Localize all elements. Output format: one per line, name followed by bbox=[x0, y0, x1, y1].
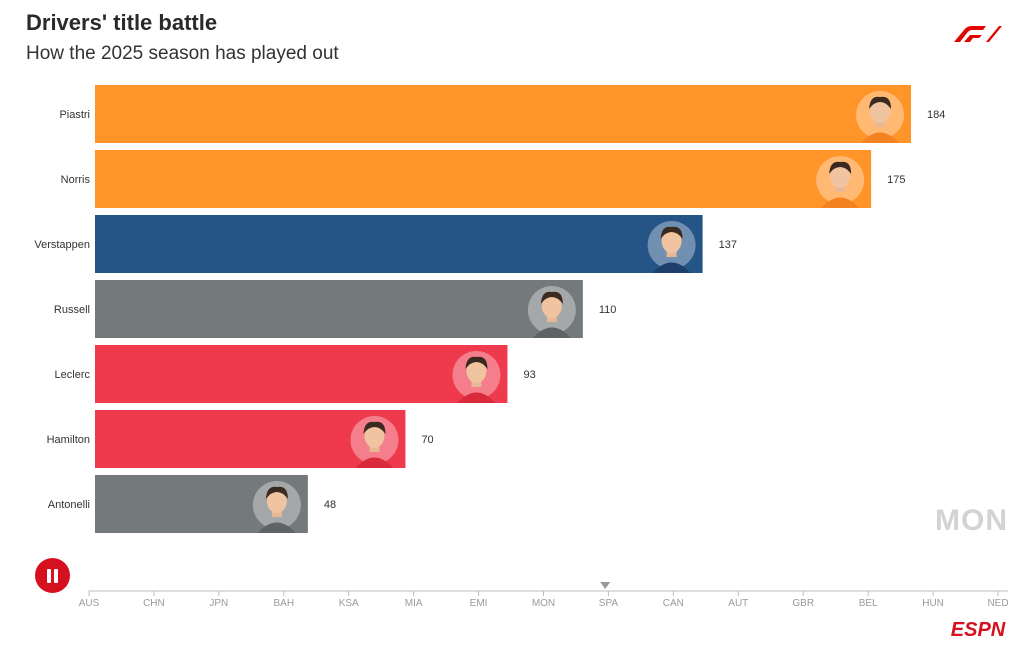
driver-label: Hamilton bbox=[47, 434, 90, 446]
value-label: 137 bbox=[719, 239, 737, 251]
timeline-label: AUT bbox=[728, 598, 748, 609]
driver-avatar-icon bbox=[527, 286, 576, 338]
value-label: 48 bbox=[324, 499, 336, 511]
timeline-label: JPN bbox=[209, 598, 228, 609]
driver-avatar-icon bbox=[856, 91, 905, 143]
bar-verstappen bbox=[95, 215, 703, 273]
driver-label: Piastri bbox=[59, 109, 90, 121]
value-label: 70 bbox=[421, 434, 433, 446]
driver-avatar-icon bbox=[350, 416, 399, 468]
value-label: 175 bbox=[887, 174, 905, 186]
chart-title: Drivers' title battle bbox=[26, 10, 218, 35]
timeline-label: GBR bbox=[792, 598, 814, 609]
pause-icon bbox=[47, 569, 51, 583]
pause-button[interactable] bbox=[35, 558, 70, 593]
driver-avatar-icon bbox=[816, 156, 865, 208]
timeline-label: MON bbox=[532, 598, 555, 609]
espn-logo: ESPN bbox=[951, 619, 1006, 639]
timeline-label: MIA bbox=[405, 598, 423, 609]
driver-label: Verstappen bbox=[34, 239, 90, 251]
bar-leclerc bbox=[95, 345, 508, 403]
value-label: 184 bbox=[927, 109, 945, 121]
driver-label: Russell bbox=[54, 304, 90, 316]
timeline-label: CHN bbox=[143, 598, 165, 609]
bar-hamilton bbox=[95, 410, 406, 468]
timeline-label: CAN bbox=[663, 598, 684, 609]
timeline-label: NED bbox=[987, 598, 1008, 609]
value-label: 93 bbox=[523, 369, 535, 381]
timeline-label: HUN bbox=[922, 598, 944, 609]
driver-label: Norris bbox=[61, 174, 91, 186]
bar-russell bbox=[95, 280, 583, 338]
value-label: 110 bbox=[599, 304, 617, 316]
svg-text:ESPN: ESPN bbox=[951, 619, 1006, 639]
chart-subtitle: How the 2025 season has played out bbox=[26, 43, 339, 64]
driver-label: Leclerc bbox=[55, 369, 91, 381]
timeline-label: SPA bbox=[599, 598, 619, 609]
current-race-label: MON bbox=[935, 504, 1008, 537]
timeline-label: KSA bbox=[339, 598, 359, 609]
timeline-marker-icon[interactable] bbox=[600, 582, 611, 589]
driver-avatar-icon bbox=[252, 481, 301, 533]
bar-norris bbox=[95, 150, 872, 208]
timeline-label: EMI bbox=[470, 598, 488, 609]
f1-logo bbox=[954, 26, 1002, 42]
bar-piastri bbox=[95, 85, 912, 143]
bar-chart: Piastri 184 Norris 175 Verstappen 137 Russell 1… bbox=[34, 85, 1009, 609]
driver-label: Antonelli bbox=[48, 499, 90, 511]
timeline-label: AUS bbox=[79, 598, 100, 609]
timeline-label: BEL bbox=[859, 598, 878, 609]
driver-avatar-icon bbox=[647, 221, 696, 273]
driver-avatar-icon bbox=[452, 351, 501, 403]
timeline-label: BAH bbox=[274, 598, 295, 609]
